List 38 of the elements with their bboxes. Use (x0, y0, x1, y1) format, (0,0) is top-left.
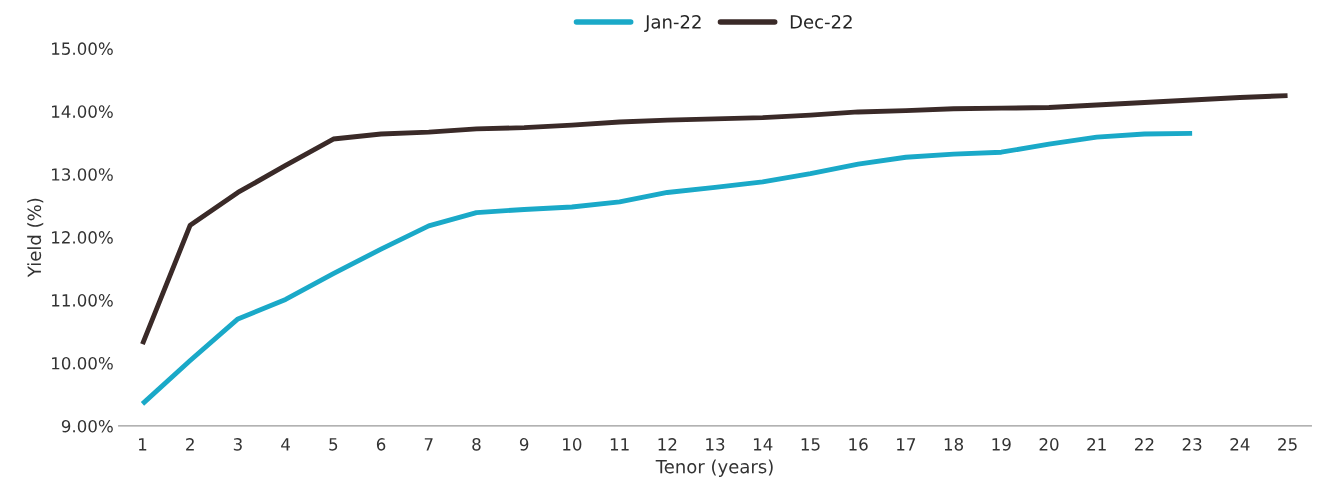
x-tick-label: 11 (610, 438, 629, 451)
x-tick-label: 9 (519, 438, 529, 451)
y-tick-label: 14.00% (52, 105, 113, 118)
line-series (140, 93, 1290, 347)
line-series (140, 130, 1195, 407)
x-tick-label: 4 (281, 438, 290, 451)
y-tick-label: 9.00% (61, 419, 113, 433)
x-tick-label: 1 (139, 438, 147, 451)
x-tick-label: 23 (1182, 438, 1202, 451)
y-tick-label: 13.00% (52, 168, 113, 181)
y-axis-title: Yield (%) (27, 198, 44, 278)
x-tick-label: 5 (329, 438, 338, 451)
x-tick-label: 22 (1135, 438, 1154, 451)
x-tick-label: 21 (1087, 438, 1106, 451)
x-tick-label: 16 (849, 438, 868, 451)
x-tick-label: 13 (706, 438, 725, 451)
x-tick-label: 8 (472, 438, 481, 451)
y-tick-label: 11.00% (52, 294, 113, 307)
legend-label: Dec-22 (790, 14, 852, 29)
x-tick-label: 20 (1039, 438, 1059, 451)
x-tick-label: 24 (1230, 438, 1250, 451)
x-axis-title: Tenor (years) (655, 459, 773, 477)
y-tick-label: 15.00% (52, 42, 113, 55)
y-tick-label: 12.00% (52, 231, 113, 244)
x-tick-label: 2 (186, 438, 194, 451)
x-tick-label: 25 (1278, 438, 1297, 451)
legend-label: Jan-22 (644, 14, 701, 33)
x-tick-label: 10 (563, 438, 582, 451)
x-tick-label: 15 (801, 438, 820, 451)
x-tick-label: 6 (376, 438, 386, 451)
x-tick-label: 17 (897, 438, 916, 451)
x-tick-label: 18 (944, 438, 964, 451)
x-tick-label: 14 (753, 438, 773, 451)
y-tick-label: 10.00% (52, 356, 113, 370)
x-tick-label: 19 (992, 438, 1011, 451)
x-tick-label: 7 (424, 438, 433, 451)
x-tick-label: 3 (233, 438, 242, 451)
x-tick-label: 12 (658, 438, 677, 451)
